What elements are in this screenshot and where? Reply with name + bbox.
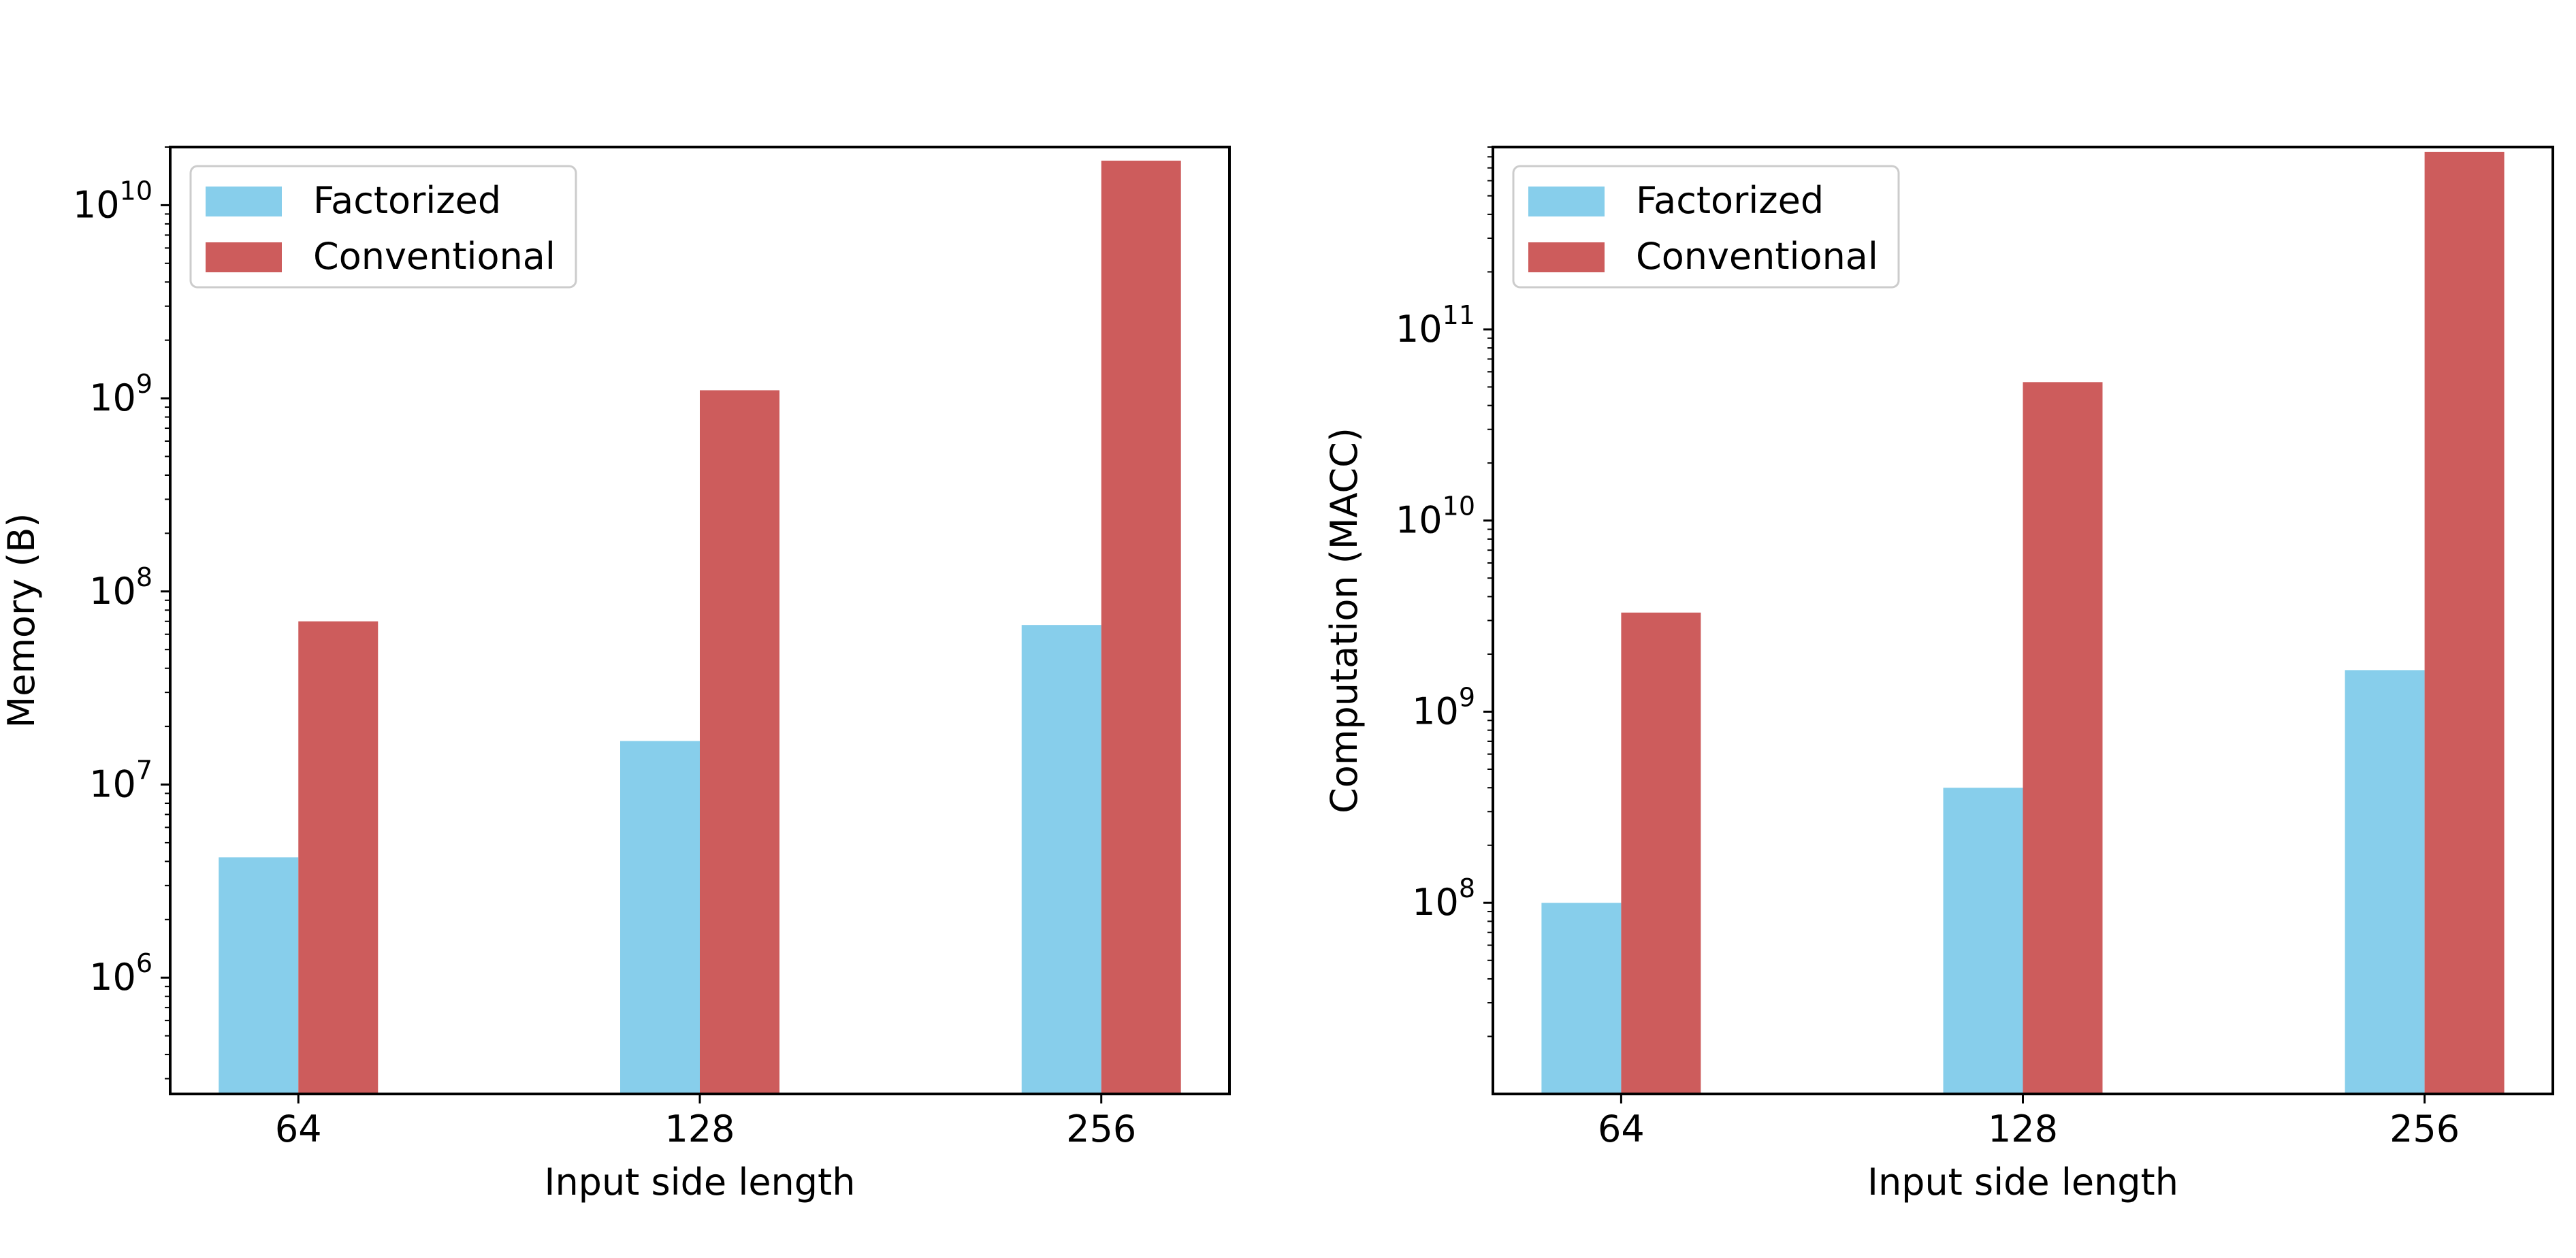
x-tick-label: 64 — [1598, 1108, 1645, 1150]
bar-conventional-256 — [2424, 151, 2505, 1094]
bar-factorized-64 — [219, 857, 299, 1094]
bar-factorized-128 — [620, 741, 700, 1094]
bar-conventional-64 — [1621, 612, 1701, 1094]
x-tick-label: 128 — [1988, 1108, 2058, 1150]
x-axis-label: Input side length — [545, 1161, 856, 1204]
y-axis-label: Computation (MACC) — [1323, 428, 1366, 813]
bar-factorized-256 — [2345, 670, 2425, 1094]
x-tick-label: 128 — [664, 1108, 735, 1150]
y-tick-label: 108 — [1412, 873, 1475, 924]
legend-box — [189, 165, 577, 289]
legend: Factorized Conventional — [1512, 165, 1900, 289]
y-axis-label: Memory (B) — [0, 513, 43, 728]
legend-label-conventional: Conventional — [1636, 235, 1878, 278]
x-tick-label: 64 — [275, 1108, 322, 1150]
bar-conventional-128 — [700, 390, 779, 1094]
legend-swatch-conventional — [1528, 242, 1605, 272]
y-tick-label: 106 — [89, 948, 152, 999]
y-tick-label: 1010 — [1396, 491, 1475, 542]
bar-conventional-64 — [298, 621, 379, 1094]
computation-chart: 64 128 256 108 109 1010 1011 Input side length C… — [1323, 146, 2554, 1204]
memory-chart: 64 128 256 106 107 108 109 1010 Input side lengt… — [0, 146, 1231, 1204]
bar-conventional-256 — [1101, 161, 1181, 1094]
y-tick-label: 1011 — [1396, 300, 1475, 351]
legend-label-factorized: Factorized — [313, 179, 501, 222]
bar-factorized-256 — [1021, 625, 1101, 1094]
y-tick-label: 107 — [89, 755, 152, 805]
y-tick-label: 109 — [89, 369, 152, 419]
bar-factorized-128 — [1943, 788, 2023, 1094]
bar-factorized-64 — [1541, 903, 1622, 1094]
y-tick-label: 1010 — [73, 176, 152, 226]
x-tick-label: 256 — [1066, 1108, 1136, 1150]
bar-conventional-128 — [2023, 382, 2103, 1094]
legend-swatch-conventional — [206, 242, 282, 272]
legend-label-conventional: Conventional — [313, 235, 556, 278]
x-axis-label: Input side length — [1867, 1161, 2178, 1204]
legend: Factorized Conventional — [189, 165, 577, 289]
legend-box — [1512, 165, 1900, 289]
legend-label-factorized: Factorized — [1636, 179, 1824, 222]
y-tick-label: 109 — [1412, 682, 1475, 732]
legend-swatch-factorized — [1528, 187, 1605, 216]
legend-swatch-factorized — [206, 187, 282, 216]
x-tick-label: 256 — [2389, 1108, 2460, 1150]
y-tick-label: 108 — [89, 562, 152, 613]
